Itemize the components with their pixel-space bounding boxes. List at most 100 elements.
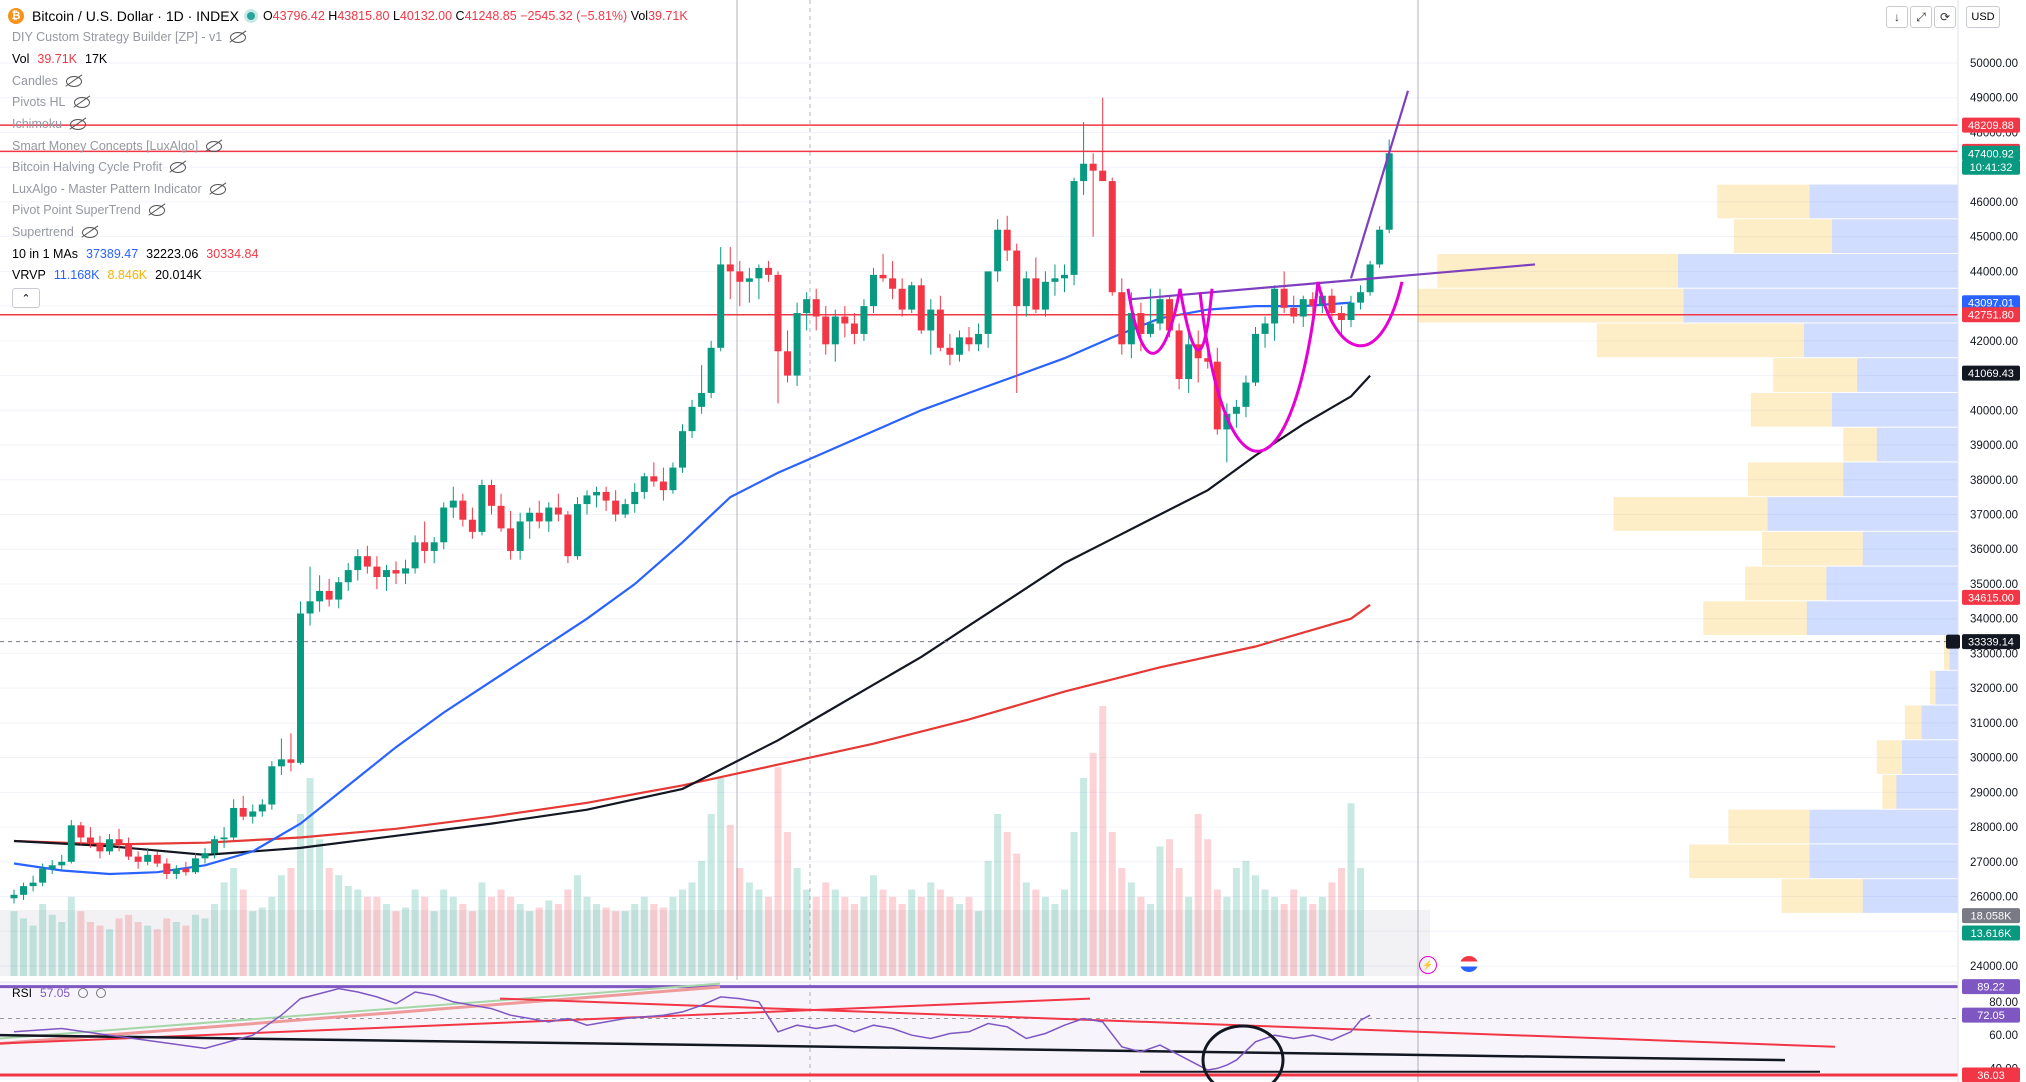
- volume-bar: [1347, 803, 1355, 976]
- volume-bar: [1290, 889, 1298, 976]
- candle-body: [564, 514, 572, 557]
- volume-profile-down: [1921, 705, 1958, 740]
- volume-bar: [812, 896, 820, 976]
- candle-body: [554, 507, 562, 515]
- hidden-eye-icon[interactable]: [73, 96, 90, 108]
- price-tick: 34000.00: [1970, 614, 2018, 626]
- candle-body: [134, 856, 142, 862]
- volume-bar: [325, 868, 333, 976]
- volume-bar: [631, 904, 639, 976]
- candle-body: [841, 316, 849, 324]
- candle-body: [268, 766, 276, 805]
- settings-icon[interactable]: [96, 988, 107, 998]
- currency-selector[interactable]: USD: [1966, 6, 2000, 28]
- hidden-eye-icon[interactable]: [170, 161, 187, 173]
- price-tick: 39000.00: [1970, 440, 2018, 452]
- candle-body: [1232, 406, 1240, 414]
- candle-body: [1261, 323, 1269, 334]
- candle-body: [726, 264, 734, 272]
- volume-bar: [277, 875, 285, 976]
- rsi-tick: 60.00: [1989, 1030, 2018, 1042]
- price-tick: 35000.00: [1970, 579, 2018, 591]
- price-label-bg: [1962, 925, 2020, 941]
- indicator-row-ichimoku[interactable]: Ichimoku: [12, 115, 87, 133]
- price-label-bg: [1962, 145, 2020, 161]
- collapse-legend-button[interactable]: ⌃: [12, 288, 40, 308]
- reload-button[interactable]: ⟳: [1934, 6, 1956, 28]
- volume-bar: [936, 889, 944, 976]
- candle-body: [106, 839, 113, 852]
- hidden-eye-icon[interactable]: [148, 204, 165, 216]
- volume-bar: [975, 911, 983, 976]
- volume-bar: [640, 896, 648, 976]
- candle-body: [650, 476, 658, 482]
- hidden-eye-icon[interactable]: [209, 183, 226, 195]
- candle-body: [870, 274, 877, 307]
- indicator-row-vrvp[interactable]: VRVP 11.168K 8.846K 20.014K: [12, 268, 202, 282]
- us-flag-icon[interactable]: [1460, 956, 1478, 972]
- candle-body: [306, 601, 314, 614]
- rsi-legend[interactable]: RSI 57.05: [12, 986, 107, 1000]
- settings-icon[interactable]: [78, 988, 89, 998]
- candle-body: [449, 500, 457, 508]
- volume-bar: [67, 896, 75, 976]
- hidden-eye-icon[interactable]: [81, 226, 98, 238]
- expand-button[interactable]: ⤢: [1910, 6, 1932, 28]
- indicator-row-pivots[interactable]: Pivots HL: [12, 93, 90, 111]
- volume-bar: [449, 896, 457, 976]
- volume-bar: [573, 875, 581, 976]
- indicator-row-diy[interactable]: DIY Custom Strategy Builder [ZP] - v1: [12, 28, 247, 46]
- price-label-bg: [1962, 365, 2020, 381]
- event-lightning-icon[interactable]: ⚡: [1419, 956, 1437, 974]
- hidden-eye-icon[interactable]: [70, 118, 87, 130]
- volume-bar: [593, 904, 601, 976]
- volume-bar: [440, 889, 448, 976]
- hidden-eye-icon[interactable]: [65, 75, 82, 87]
- volume-bar: [373, 896, 381, 976]
- indicator-row-mas[interactable]: 10 in 1 MAs 37389.47 32223.06 30334.84: [12, 247, 259, 261]
- volume-bar: [258, 907, 266, 976]
- candle-body: [392, 570, 400, 574]
- volume-bar: [822, 882, 830, 976]
- price-tick: 33000.00: [1970, 648, 2018, 660]
- price-tick: 28000.00: [1970, 822, 2018, 834]
- scroll-down-button[interactable]: ↓: [1886, 6, 1908, 28]
- volume-bar: [679, 889, 686, 976]
- price-tick: 44000.00: [1970, 266, 2018, 278]
- candle-body: [1166, 299, 1174, 331]
- rsi-label-bg: [1962, 979, 2020, 995]
- price-tick: 29000.00: [1970, 787, 2018, 799]
- volume-bar: [1080, 778, 1088, 976]
- volume-bar: [535, 907, 543, 976]
- candle-body: [688, 406, 696, 432]
- indicator-row-smc[interactable]: Smart Money Concepts [LuxAlgo]: [12, 137, 223, 155]
- candle-body: [774, 274, 782, 352]
- candle-body: [277, 759, 285, 767]
- volume-bar: [831, 889, 839, 976]
- indicator-row-halving[interactable]: Bitcoin Halving Cycle Profit: [12, 158, 187, 176]
- volume-profile-up: [1781, 879, 1863, 913]
- indicator-row-vol[interactable]: Vol 39.71K 17K: [12, 52, 108, 66]
- candle-body: [898, 288, 906, 310]
- volume-profile-up: [1734, 219, 1832, 254]
- volume-bar: [163, 918, 171, 976]
- indicator-row-candles[interactable]: Candles: [12, 72, 82, 90]
- candle-body: [1175, 330, 1183, 380]
- hidden-eye-icon[interactable]: [230, 31, 247, 43]
- candle-body: [430, 542, 438, 551]
- price-label: 33339.14: [1968, 637, 2014, 649]
- volume-profile-up: [1773, 358, 1858, 392]
- symbol-title[interactable]: Bitcoin / U.S. Dollar · 1D · INDEX: [32, 8, 239, 24]
- volume-bar: [382, 904, 390, 976]
- indicator-row-pivot-supertrend[interactable]: Pivot Point SuperTrend: [12, 201, 165, 219]
- hidden-eye-icon[interactable]: [206, 140, 223, 152]
- volume-profile-up: [1689, 844, 1810, 879]
- rsi-label: 36.03: [1977, 1070, 2005, 1082]
- candle-body: [612, 500, 620, 515]
- volume-bar: [1003, 832, 1011, 976]
- indicator-row-master-pattern[interactable]: LuxAlgo - Master Pattern Indicator: [12, 180, 226, 198]
- volume-bar: [39, 904, 47, 976]
- indicator-row-supertrend[interactable]: Supertrend: [12, 223, 98, 241]
- pattern-curve: [1316, 281, 1404, 348]
